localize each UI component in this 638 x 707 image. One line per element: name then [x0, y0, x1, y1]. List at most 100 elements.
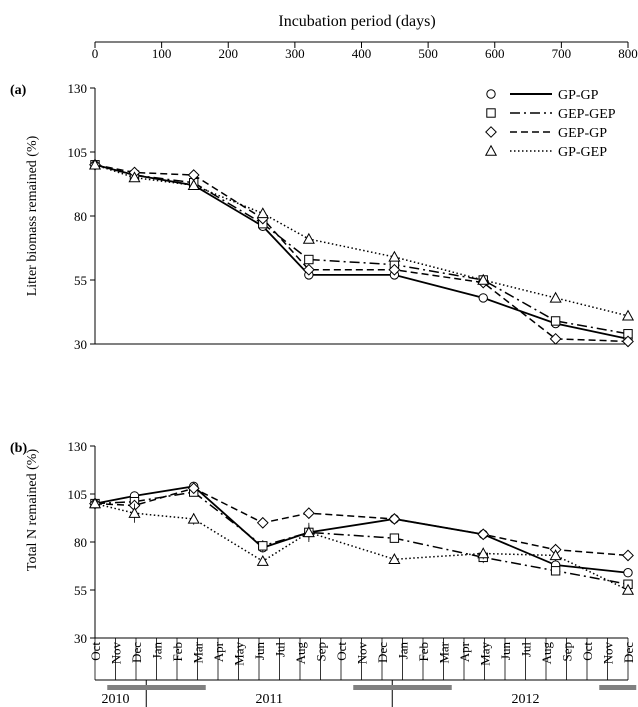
legend-marker-0 [486, 89, 496, 99]
panel-a-label: (a) [10, 83, 27, 98]
top-tick-label-7: 700 [552, 46, 572, 61]
year-label-2: 2012 [512, 692, 540, 707]
b-point-3-0 [88, 497, 102, 509]
month-label-21: Jul [519, 642, 534, 658]
year-label-1: 2011 [256, 692, 283, 707]
legend-label-1: GEP-GEP [558, 107, 616, 122]
month-label-20: Jun [498, 642, 513, 661]
legend-label-3: GP-GEP [558, 145, 607, 160]
month-label-12: Oct [334, 642, 349, 661]
a-point-0-6 [478, 293, 488, 303]
b-ytick-label-3: 105 [68, 487, 88, 502]
legend-marker-3 [484, 144, 498, 156]
month-label-5: Mar [191, 641, 206, 663]
month-label-23: Sep [560, 642, 575, 662]
a-point-2-8 [622, 335, 634, 348]
month-label-17: Mar [437, 641, 452, 663]
month-label-7: May [232, 642, 247, 666]
a-point-1-7 [550, 316, 561, 326]
season-bar-0 [107, 685, 206, 690]
top-tick-label-4: 400 [352, 46, 372, 61]
b-ytick-label-4: 130 [68, 439, 88, 454]
top-tick-label-1: 100 [152, 46, 172, 61]
b-point-1-7 [550, 566, 561, 576]
top-tick-label-3: 300 [285, 46, 305, 61]
a-point-1-4 [304, 254, 314, 265]
a-ytick-label-1: 55 [74, 273, 87, 288]
b-point-2-4 [302, 507, 315, 520]
month-label-9: Jul [273, 642, 288, 658]
b-point-3-4 [302, 526, 315, 538]
season-bar-1 [353, 685, 452, 690]
month-label-13: Nov [355, 642, 370, 665]
legend-marker-1 [486, 108, 496, 118]
a-series-line-1 [94, 164, 629, 335]
a-point-3-5 [388, 250, 401, 262]
month-label-22: Aug [539, 642, 554, 665]
panel-a-ylabel: Litter biomass remained (%) [25, 135, 40, 296]
top-tick-label-0: 0 [92, 46, 99, 61]
b-point-3-3 [256, 554, 269, 566]
panel-a: 0 100 200 300 400 500 600 700 800 30 55 80 105 130 GP-… [68, 41, 638, 352]
b-ytick-label-1: 55 [74, 583, 87, 598]
month-label-19: May [478, 642, 493, 666]
season-bar-2 [599, 685, 637, 690]
b-series-line-3 [94, 502, 629, 591]
b-series-line-1 [94, 491, 629, 585]
month-label-16: Feb [416, 642, 431, 662]
a-point-3-8 [621, 309, 635, 321]
b-ytick-label-2: 80 [74, 535, 87, 550]
legend-marker-2 [485, 126, 497, 138]
b-point-3-5 [388, 553, 401, 564]
b-point-3-2 [187, 512, 200, 524]
b-point-1-5 [389, 533, 400, 543]
month-label-26: Dec [621, 642, 636, 663]
top-tick-label-8: 800 [618, 46, 638, 61]
a-point-3-1 [128, 171, 141, 183]
top-tick-label-5: 500 [418, 46, 438, 61]
b-point-3-8 [621, 583, 635, 595]
month-label-14: Dec [375, 642, 390, 663]
year-label-0: 2010 [102, 692, 130, 707]
a-series-line-0 [94, 163, 629, 340]
b-point-2-3 [256, 516, 269, 529]
month-label-8: Jun [252, 642, 267, 661]
legend-label-0: GP-GP [558, 88, 599, 103]
month-axis: Oct Nov Dec Jan Feb Mar Apr May Jun Jul Aug Sep Oct N… [88, 638, 637, 707]
month-label-24: Oct [580, 642, 595, 661]
a-ytick-label-0: 30 [74, 337, 87, 352]
b-point-3-6 [477, 547, 490, 559]
a-point-3-4 [302, 232, 315, 244]
month-label-4: Feb [170, 642, 185, 662]
legend-label-2: GEP-GP [558, 126, 607, 141]
a-point-3-7 [549, 291, 562, 303]
a-ytick-label-2: 80 [74, 209, 87, 224]
month-label-3: Jan [150, 642, 165, 660]
a-point-3-0 [88, 158, 102, 170]
top-tick-label-2: 200 [219, 46, 239, 61]
month-label-10: Aug [293, 642, 308, 665]
b-point-2-5 [388, 513, 401, 525]
a-series-line-2 [94, 164, 629, 343]
a-ytick-label-4: 130 [68, 81, 88, 96]
b-ytick-label-0: 30 [74, 631, 87, 646]
b-point-0-8 [623, 568, 633, 578]
a-point-2-4 [302, 263, 315, 276]
month-label-1: Nov [109, 642, 124, 665]
month-label-15: Jan [396, 642, 411, 660]
a-point-2-7 [549, 332, 562, 345]
month-label-18: Apr [457, 641, 472, 662]
panel-b: 30 55 80 105 130 [68, 439, 635, 646]
month-label-2: Dec [129, 642, 144, 663]
month-label-25: Nov [601, 642, 616, 665]
top-axis-title: Incubation period (days) [278, 13, 435, 30]
month-label-11: Sep [314, 642, 329, 662]
top-tick-label-6: 600 [485, 46, 505, 61]
b-point-3-1 [128, 506, 141, 518]
a-point-3-3 [256, 207, 269, 219]
b-point-2-6 [477, 528, 490, 541]
a-point-3-2 [187, 179, 200, 190]
a-point-2-5 [388, 263, 401, 276]
a-series-line-3 [94, 164, 629, 317]
